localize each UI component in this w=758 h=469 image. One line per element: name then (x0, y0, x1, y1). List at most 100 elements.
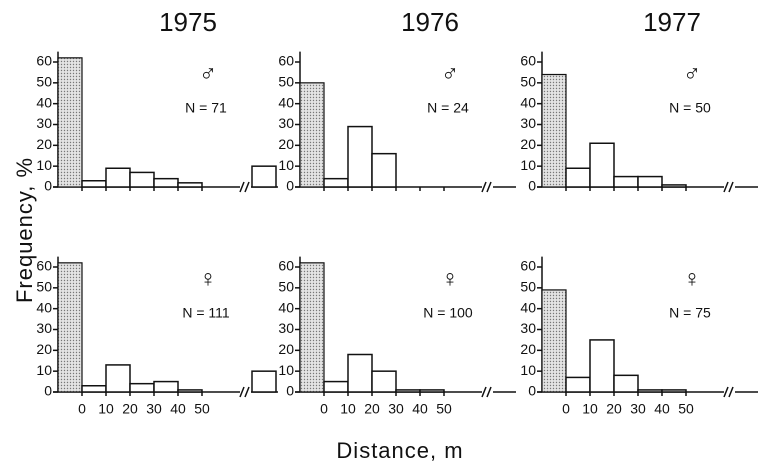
bar (323, 380, 349, 393)
y-tick-label: 60 (520, 258, 536, 274)
y-tick-label: 0 (528, 383, 536, 399)
bar (105, 364, 131, 393)
x-tick-label: 20 (606, 401, 622, 417)
x-tick-label: 40 (170, 401, 186, 417)
bar (371, 370, 397, 393)
x-tick-label: 50 (436, 401, 452, 417)
axis-break (481, 181, 492, 193)
y-tick-label: 0 (286, 383, 294, 399)
bar-zero (57, 262, 83, 393)
bar-zero (57, 57, 83, 188)
sex-symbol: ♂ (683, 60, 701, 87)
bar-beyond (251, 165, 277, 188)
y-tick-label: 30 (36, 115, 52, 131)
bar (637, 175, 663, 188)
axis-break (723, 181, 734, 193)
y-tick-label: 40 (520, 94, 536, 110)
sample-size: N = 24 (427, 100, 469, 116)
y-tick-label: 40 (520, 299, 536, 315)
sample-size: N = 75 (669, 305, 711, 321)
y-tick-label: 0 (44, 178, 52, 194)
bar-beyond (251, 370, 277, 393)
bar (661, 184, 687, 188)
bar (371, 152, 397, 188)
bar (661, 389, 687, 393)
y-tick-label: 60 (36, 53, 52, 69)
bar (177, 389, 203, 393)
bar (347, 125, 373, 188)
y-tick-label: 60 (278, 53, 294, 69)
x-tick-label: 40 (412, 401, 428, 417)
y-tick-label: 10 (520, 362, 536, 378)
y-axis-label: Frequency, % (12, 157, 37, 303)
x-tick-label: 10 (582, 401, 598, 417)
bar (153, 380, 179, 393)
x-tick-label: 10 (340, 401, 356, 417)
bar (613, 175, 639, 188)
y-tick-label: 20 (36, 341, 52, 357)
bar (589, 142, 615, 188)
panel-title: 1975 (159, 7, 217, 37)
bar (419, 389, 445, 393)
panel-title: 1977 (643, 7, 701, 37)
bar (129, 382, 155, 393)
y-tick-label: 10 (278, 362, 294, 378)
y-tick-label: 30 (520, 320, 536, 336)
bar (153, 177, 179, 188)
y-tick-label: 50 (520, 279, 536, 295)
x-tick-label: 40 (654, 401, 670, 417)
y-tick-label: 50 (36, 279, 52, 295)
bar (323, 177, 349, 188)
axis-break (239, 386, 250, 398)
y-tick-label: 60 (36, 258, 52, 274)
axis-break (481, 386, 492, 398)
axis-break (723, 386, 734, 398)
y-tick-label: 20 (36, 136, 52, 152)
sex-symbol: ♀ (199, 265, 217, 292)
y-tick-label: 10 (36, 362, 52, 378)
x-tick-label: 20 (364, 401, 380, 417)
y-tick-label: 40 (278, 94, 294, 110)
sex-symbol: ♀ (683, 265, 701, 292)
y-tick-label: 0 (286, 178, 294, 194)
y-tick-label: 30 (520, 115, 536, 131)
x-tick-label: 0 (78, 401, 86, 417)
bar (395, 389, 421, 393)
sample-size: N = 111 (182, 305, 230, 321)
x-tick-label: 0 (320, 401, 328, 417)
bar (81, 385, 107, 393)
y-tick-label: 50 (36, 74, 52, 90)
y-tick-label: 30 (278, 115, 294, 131)
bar (565, 167, 591, 188)
bar-zero (541, 73, 567, 188)
sex-symbol: ♂ (199, 60, 217, 87)
bar (177, 182, 203, 188)
y-tick-label: 50 (278, 279, 294, 295)
x-tick-label: 50 (678, 401, 694, 417)
y-tick-label: 30 (36, 320, 52, 336)
sample-size: N = 50 (669, 100, 711, 116)
bar (129, 171, 155, 188)
y-tick-label: 50 (520, 74, 536, 90)
axis-break (239, 181, 250, 193)
y-tick-label: 40 (278, 299, 294, 315)
sex-symbol: ♂ (441, 60, 459, 87)
bar (589, 339, 615, 393)
y-tick-label: 0 (528, 178, 536, 194)
y-tick-label: 20 (520, 136, 536, 152)
bar (565, 376, 591, 393)
y-tick-label: 20 (278, 341, 294, 357)
y-tick-label: 20 (520, 341, 536, 357)
y-tick-label: 60 (520, 53, 536, 69)
y-tick-label: 20 (278, 136, 294, 152)
x-tick-label: 10 (98, 401, 114, 417)
bar-zero (541, 289, 567, 393)
x-tick-label: 30 (388, 401, 404, 417)
sample-size: N = 71 (185, 100, 227, 116)
x-tick-label: 20 (122, 401, 138, 417)
bar (81, 180, 107, 188)
x-tick-label: 30 (146, 401, 162, 417)
y-tick-label: 40 (36, 94, 52, 110)
y-tick-label: 50 (278, 74, 294, 90)
